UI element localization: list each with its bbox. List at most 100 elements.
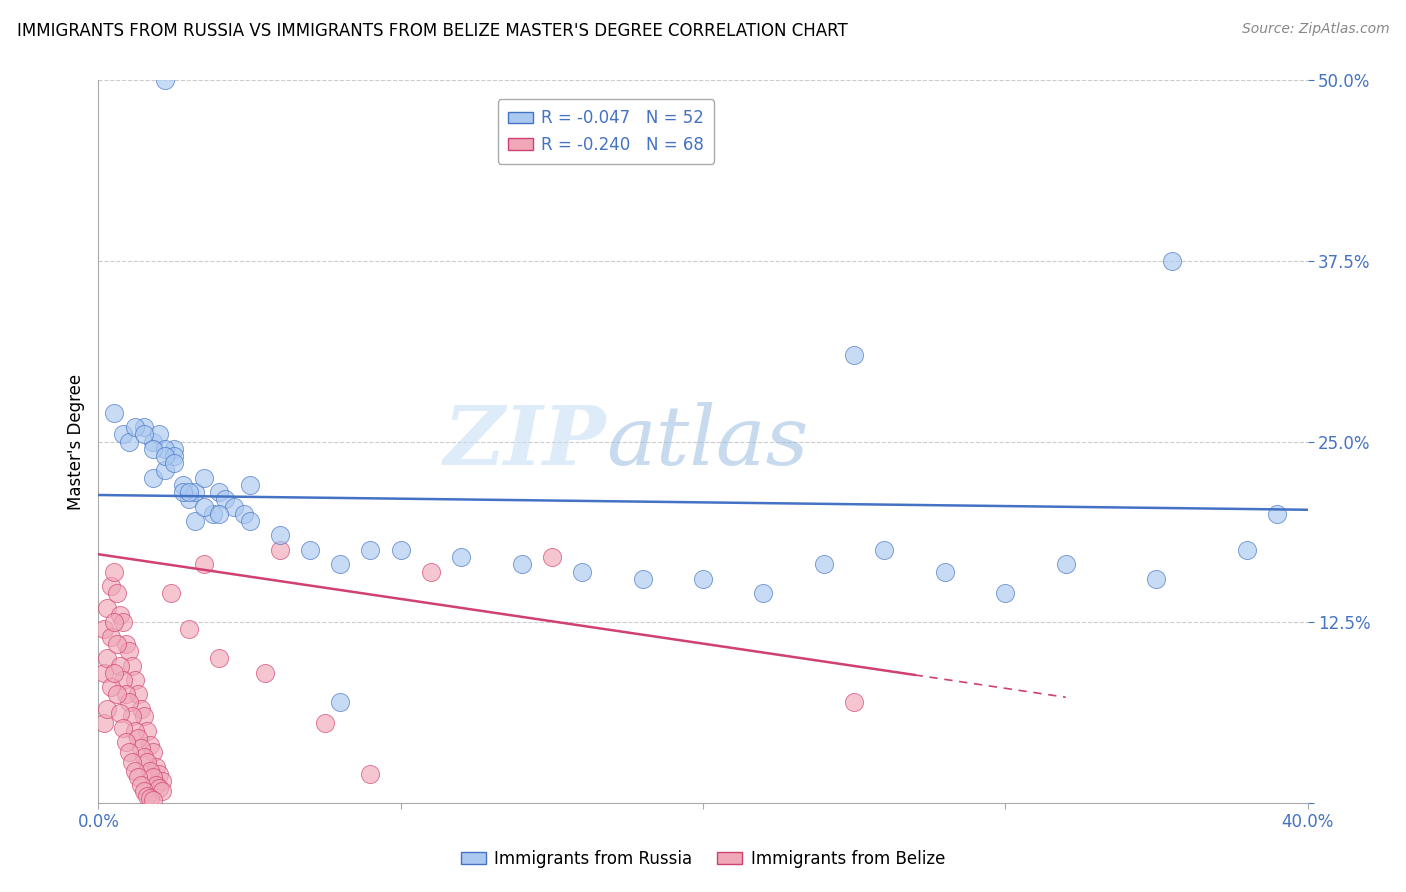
Point <box>121 756 143 770</box>
Point <box>142 434 165 449</box>
Point <box>142 442 165 456</box>
Point <box>127 687 149 701</box>
Point <box>420 565 443 579</box>
Point <box>132 427 155 442</box>
Point <box>360 767 382 781</box>
Point <box>114 637 136 651</box>
Point <box>360 542 382 557</box>
Point <box>93 665 115 680</box>
Point <box>813 558 835 572</box>
Point <box>100 630 122 644</box>
Point <box>208 507 231 521</box>
Point <box>142 770 165 784</box>
Point <box>450 550 472 565</box>
Point <box>132 784 155 798</box>
Point <box>96 651 118 665</box>
Point <box>329 695 352 709</box>
Point <box>124 764 146 778</box>
Point <box>844 348 866 362</box>
Point <box>571 565 593 579</box>
Point <box>129 740 152 755</box>
Point <box>153 73 176 87</box>
Point <box>118 644 141 658</box>
Legend: Immigrants from Russia, Immigrants from Belize: Immigrants from Russia, Immigrants from … <box>454 844 952 875</box>
Point <box>153 442 176 456</box>
Point <box>148 427 170 442</box>
Point <box>314 716 336 731</box>
Text: IMMIGRANTS FROM RUSSIA VS IMMIGRANTS FROM BELIZE MASTER'S DEGREE CORRELATION CHA: IMMIGRANTS FROM RUSSIA VS IMMIGRANTS FRO… <box>17 22 848 40</box>
Point <box>269 542 291 557</box>
Point <box>118 434 141 449</box>
Point <box>139 764 162 778</box>
Y-axis label: Master's Degree: Master's Degree <box>66 374 84 509</box>
Point <box>132 749 155 764</box>
Point <box>124 420 146 434</box>
Point <box>129 702 152 716</box>
Point <box>96 702 118 716</box>
Point <box>100 579 122 593</box>
Point <box>111 427 134 442</box>
Point <box>1054 558 1077 572</box>
Point <box>193 470 215 484</box>
Point <box>114 735 136 749</box>
Point <box>172 478 194 492</box>
Point <box>150 774 173 789</box>
Point <box>1236 542 1258 557</box>
Point <box>540 550 562 565</box>
Point <box>145 779 167 793</box>
Point <box>111 673 134 687</box>
Point <box>145 760 167 774</box>
Point <box>108 706 131 721</box>
Point <box>103 665 125 680</box>
Point <box>135 756 157 770</box>
Point <box>153 463 176 477</box>
Point <box>148 781 170 796</box>
Point <box>124 723 146 738</box>
Point <box>208 651 231 665</box>
Point <box>96 600 118 615</box>
Point <box>93 716 115 731</box>
Point <box>692 572 714 586</box>
Point <box>111 721 134 735</box>
Point <box>1144 572 1167 586</box>
Point <box>193 500 215 514</box>
Point <box>100 680 122 694</box>
Point <box>105 586 128 600</box>
Point <box>139 738 162 752</box>
Text: Source: ZipAtlas.com: Source: ZipAtlas.com <box>1241 22 1389 37</box>
Point <box>127 770 149 784</box>
Point <box>510 558 533 572</box>
Point <box>127 731 149 745</box>
Point <box>153 449 176 463</box>
Point <box>103 406 125 420</box>
Legend: R = -0.047   N = 52, R = -0.240   N = 68: R = -0.047 N = 52, R = -0.240 N = 68 <box>498 99 714 164</box>
Point <box>179 485 201 500</box>
Point <box>108 607 131 622</box>
Point <box>108 658 131 673</box>
Point <box>118 695 141 709</box>
Point <box>142 793 165 807</box>
Text: atlas: atlas <box>606 401 808 482</box>
Point <box>179 492 201 507</box>
Point <box>124 673 146 687</box>
Point <box>150 784 173 798</box>
Point <box>105 637 128 651</box>
Point <box>111 615 134 630</box>
Point <box>184 485 207 500</box>
Point <box>239 478 262 492</box>
Point <box>148 767 170 781</box>
Point <box>142 745 165 759</box>
Point <box>214 492 236 507</box>
Point <box>132 420 155 434</box>
Point <box>135 723 157 738</box>
Point <box>163 442 186 456</box>
Point <box>873 542 896 557</box>
Point <box>232 507 254 521</box>
Text: ZIP: ZIP <box>444 401 606 482</box>
Point <box>129 779 152 793</box>
Point <box>121 709 143 723</box>
Point <box>118 745 141 759</box>
Point <box>239 514 262 528</box>
Point <box>163 456 186 470</box>
Point <box>253 665 276 680</box>
